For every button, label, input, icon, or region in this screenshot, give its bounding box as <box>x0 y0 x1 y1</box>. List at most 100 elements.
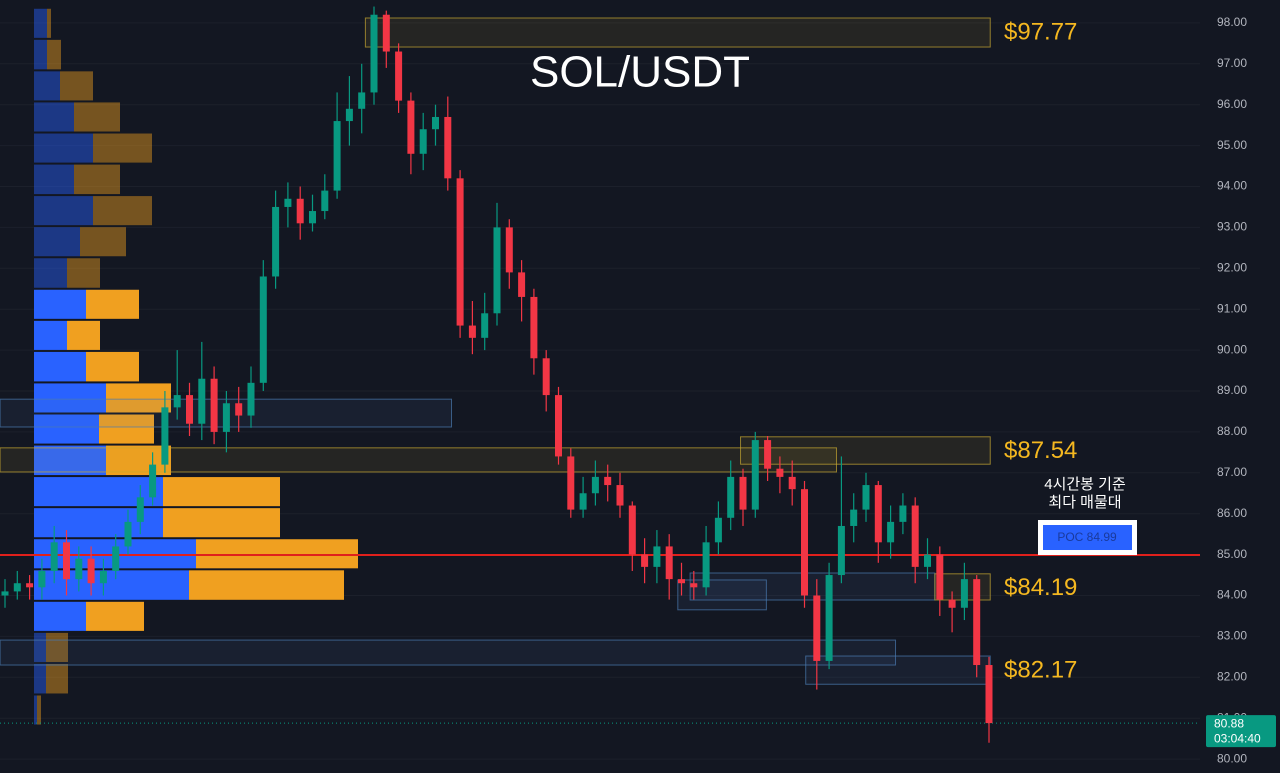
zone <box>0 447 837 473</box>
candle-body <box>247 382 255 416</box>
profile-sell-bar <box>99 414 154 444</box>
candle-body <box>210 378 218 432</box>
candle-body <box>591 476 599 494</box>
profile-sell-bar <box>163 508 280 538</box>
candle-body <box>874 485 882 543</box>
candle-body <box>678 579 685 584</box>
candle-body <box>690 583 698 588</box>
profile-sell-bar <box>93 133 152 163</box>
candle-body <box>960 579 968 608</box>
candle-body <box>862 485 870 510</box>
candle-body <box>899 505 907 522</box>
profile-sell-bar <box>67 320 100 350</box>
candle-body <box>124 521 132 547</box>
profile-sell-bar <box>47 8 51 38</box>
candle-body <box>1 591 9 596</box>
candle-body <box>518 272 526 297</box>
level-label: $84.19 <box>1004 574 1077 601</box>
candle-body <box>628 505 636 555</box>
poc-box <box>1043 525 1132 551</box>
candle-body <box>641 554 649 567</box>
profile-buy-bar <box>34 133 93 163</box>
candle-body <box>468 325 476 338</box>
candle-body <box>751 440 759 510</box>
candle-body <box>235 403 243 416</box>
profile-buy-bar <box>34 351 86 382</box>
profile-buy-bar <box>34 8 47 38</box>
candle-body <box>370 14 378 93</box>
candle-body <box>309 211 316 224</box>
y-tick-label: 80.00 <box>1217 751 1247 765</box>
y-tick-label: 98.00 <box>1217 15 1247 29</box>
candle-body <box>333 121 341 191</box>
profile-buy-bar <box>34 383 106 413</box>
candle-body <box>493 227 501 314</box>
profile-buy-bar <box>34 601 86 631</box>
candle-body <box>38 570 46 588</box>
profile-buy-bar <box>34 227 80 257</box>
candle-body <box>567 456 575 510</box>
candle-body <box>26 583 34 588</box>
candle-body <box>419 129 427 154</box>
profile-sell-bar <box>80 227 126 257</box>
y-tick-label: 94.00 <box>1217 179 1247 193</box>
candle-body <box>739 476 747 510</box>
candle-body <box>542 358 550 396</box>
candle-body <box>222 403 230 432</box>
profile-buy-bar <box>34 320 67 350</box>
candle-body <box>456 178 464 326</box>
profile-sell-bar <box>74 164 120 195</box>
candle-body <box>948 599 956 608</box>
y-tick-label: 82.00 <box>1217 669 1247 683</box>
level-label: $87.54 <box>1004 437 1077 464</box>
y-tick-label: 83.00 <box>1217 629 1247 643</box>
candle-body <box>272 206 280 277</box>
candle-body <box>825 575 833 661</box>
last-price-label: 80.88 <box>1214 716 1244 730</box>
candle-body <box>801 489 808 596</box>
candle-body <box>407 100 415 154</box>
zone <box>740 436 991 465</box>
level-label: $82.17 <box>1004 657 1077 684</box>
candle-body <box>63 542 70 580</box>
candle-body <box>296 198 304 224</box>
profile-buy-bar <box>34 414 99 444</box>
profile-buy-bar <box>34 289 86 319</box>
profile-sell-bar <box>106 445 171 476</box>
profile-sell-bar <box>60 71 93 101</box>
profile-buy-bar <box>34 570 189 600</box>
profile-buy-bar <box>34 258 67 288</box>
candle-body <box>665 546 673 580</box>
candle-body <box>702 542 710 588</box>
candle-body <box>788 476 796 490</box>
profile-sell-bar <box>106 383 171 413</box>
y-tick-label: 97.00 <box>1217 56 1247 70</box>
candle-body <box>924 554 931 567</box>
candle-body <box>727 476 735 518</box>
y-tick-label: 86.00 <box>1217 506 1247 520</box>
profile-buy-bar <box>34 164 74 195</box>
candle-body <box>321 190 329 212</box>
candle-body <box>714 517 722 543</box>
candle-body <box>555 395 562 457</box>
profile-sell-bar <box>86 601 144 631</box>
profile-sell-bar <box>67 258 100 288</box>
candle-body <box>75 558 83 580</box>
candle-body <box>505 227 513 273</box>
level-label: $97.77 <box>1004 19 1077 46</box>
candle-body <box>604 476 612 486</box>
candle-body <box>973 579 981 666</box>
candle-body <box>87 558 95 584</box>
candle-body <box>136 497 144 522</box>
candle-body <box>284 198 292 207</box>
candle-body <box>530 296 538 359</box>
y-tick-label: 88.00 <box>1217 424 1247 438</box>
candle-body <box>936 554 944 600</box>
profile-sell-bar <box>74 102 120 132</box>
candle-body <box>173 395 181 408</box>
profile-buy-bar <box>34 39 47 70</box>
candle-body <box>444 116 452 179</box>
profile-buy-bar <box>34 695 37 725</box>
profile-sell-bar <box>86 351 139 382</box>
candle-body <box>764 440 772 469</box>
